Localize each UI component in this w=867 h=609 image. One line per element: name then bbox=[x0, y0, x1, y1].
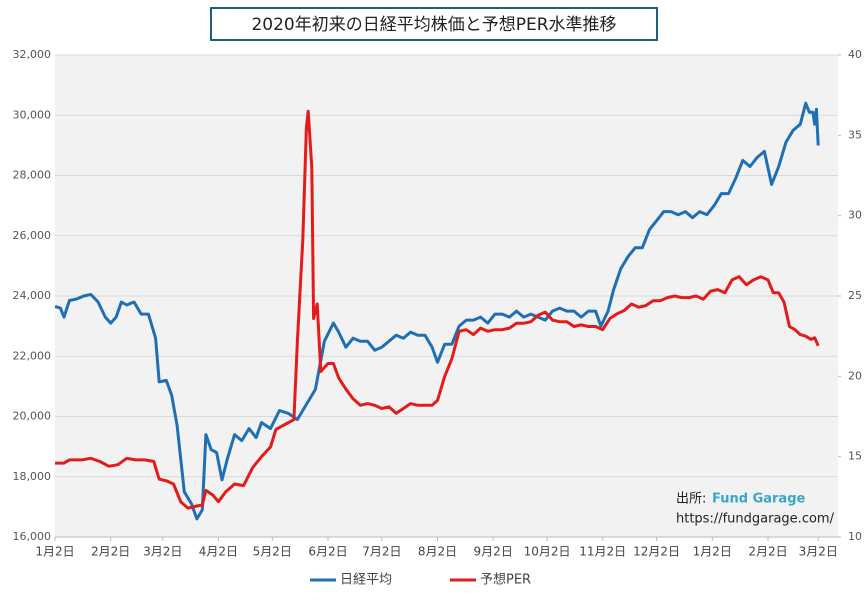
y2-tick-label: 15 bbox=[848, 450, 862, 463]
y-tick-label: 22,000 bbox=[13, 349, 52, 362]
x-tick-label: 1月2日 bbox=[35, 545, 74, 559]
chart-title: 2020年初来の日経平均株価と予想PER水準推移 bbox=[251, 15, 616, 35]
x-tick-label: 11月2日 bbox=[579, 545, 626, 559]
x-tick-label: 4月2日 bbox=[199, 545, 238, 559]
x-tick-label: 10月2日 bbox=[524, 545, 571, 559]
y2-tick-label: 40 bbox=[848, 48, 862, 61]
source-url: https://fundgarage.com/ bbox=[676, 512, 835, 527]
y-tick-label: 18,000 bbox=[13, 470, 52, 483]
legend-label: 予想PER bbox=[480, 572, 531, 588]
y2-tick-label: 20 bbox=[848, 369, 862, 382]
y-tick-label: 32,000 bbox=[13, 48, 52, 61]
y2-tick-label: 10 bbox=[848, 530, 862, 543]
y-tick-label: 28,000 bbox=[13, 169, 52, 182]
x-tick-label: 12月2日 bbox=[633, 545, 680, 559]
y2-tick-label: 25 bbox=[848, 289, 862, 302]
x-tick-label: 2月2日 bbox=[91, 545, 130, 559]
legend-label: 日経平均 bbox=[340, 573, 392, 588]
x-tick-label: 7月2日 bbox=[362, 545, 401, 559]
series-line bbox=[55, 109, 820, 510]
y-tick-label: 16,000 bbox=[13, 530, 52, 543]
x-tick-label: 1月2日 bbox=[693, 545, 732, 559]
y-tick-label: 26,000 bbox=[13, 229, 52, 242]
y2-tick-label: 35 bbox=[848, 128, 862, 141]
y-tick-label: 24,000 bbox=[13, 289, 52, 302]
y-tick-label: 30,000 bbox=[13, 108, 52, 121]
x-tick-label: 2月2日 bbox=[748, 545, 787, 559]
x-tick-label: 9月2日 bbox=[474, 545, 513, 559]
title-box bbox=[210, 7, 658, 41]
x-tick-label: 5月2日 bbox=[253, 545, 292, 559]
y-tick-label: 20,000 bbox=[13, 410, 52, 423]
source-name: Fund Garage bbox=[712, 492, 806, 507]
series-line bbox=[54, 101, 820, 521]
x-tick-label: 3月2日 bbox=[143, 545, 182, 559]
y2-tick-label: 30 bbox=[848, 209, 862, 222]
source-label: 出所: bbox=[676, 492, 706, 507]
x-tick-label: 3月2日 bbox=[799, 545, 838, 559]
x-tick-label: 6月2日 bbox=[308, 545, 347, 559]
x-tick-label: 8月2日 bbox=[418, 545, 457, 559]
